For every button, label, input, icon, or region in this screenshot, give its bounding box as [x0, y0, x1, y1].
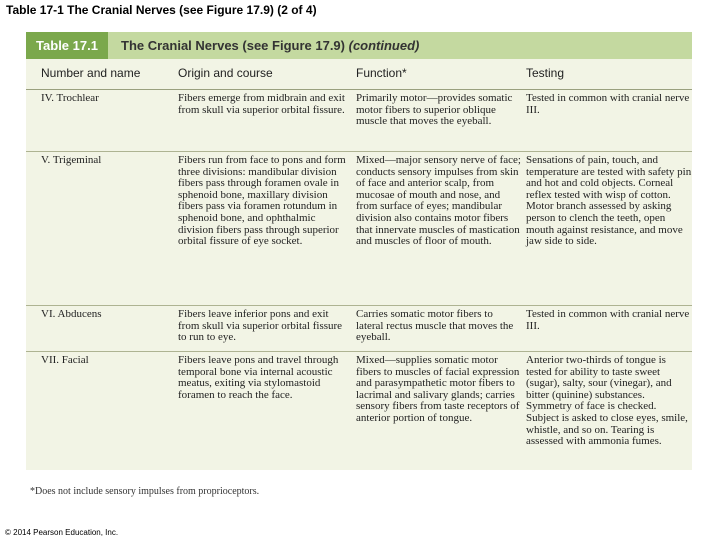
nerve-origin: Fibers leave inferior pons and exit from…: [178, 308, 343, 344]
table-number-label: Table 17.1: [26, 32, 108, 59]
nerve-testing: Anterior two-thirds of tongue is tested …: [526, 354, 688, 448]
nerve-name: VII. Facial: [41, 354, 89, 366]
nerve-testing: Tested in common with cranial nerve III.: [526, 92, 690, 116]
nerve-name: IV. Trochlear: [41, 92, 99, 104]
copyright-notice: © 2014 Pearson Education, Inc.: [5, 528, 119, 537]
column-header-row: Number and name Origin and course Functi…: [26, 59, 692, 90]
nerve-function: Mixed—supplies somatic motor fibers to m…: [356, 354, 520, 424]
column-header-origin-course: Origin and course: [178, 66, 273, 80]
column-header-testing: Testing: [526, 66, 565, 80]
table-heading-text: The Cranial Nerves (see Figure 17.9): [121, 38, 345, 53]
table-row-facial: VII. Facial Fibers leave pons and travel…: [26, 351, 692, 467]
column-header-number-name: Number and name: [41, 66, 141, 80]
nerve-name: V. Trigeminal: [41, 154, 102, 166]
table-header-band: Table 17.1 The Cranial Nerves (see Figur…: [26, 32, 692, 59]
table-heading: The Cranial Nerves (see Figure 17.9) (co…: [121, 32, 419, 59]
cranial-nerves-table: Table 17.1 The Cranial Nerves (see Figur…: [26, 32, 692, 470]
nerve-origin: Fibers emerge from midbrain and exit fro…: [178, 92, 345, 116]
nerve-origin: Fibers run from face to pons and form th…: [178, 154, 346, 248]
slide-title: Table 17-1 The Cranial Nerves (see Figur…: [6, 3, 317, 17]
nerve-function: Carries somatic motor fibers to lateral …: [356, 308, 514, 344]
column-header-function: Function*: [356, 66, 407, 80]
nerve-function: Mixed—major sensory nerve of face; condu…: [356, 154, 521, 248]
table-footnote: *Does not include sensory impulses from …: [30, 486, 260, 497]
nerve-origin: Fibers leave pons and travel through tem…: [178, 354, 339, 401]
table-row-trigeminal: V. Trigeminal Fibers run from face to po…: [26, 151, 692, 306]
nerve-testing: Tested in common with cranial nerve III.: [526, 308, 690, 332]
table-row-abducens: VI. Abducens Fibers leave inferior pons …: [26, 305, 692, 351]
nerve-name: VI. Abducens: [41, 308, 102, 320]
table-row-trochlear: IV. Trochlear Fibers emerge from midbrai…: [26, 90, 692, 155]
nerve-testing: Sensations of pain, touch, and temperatu…: [526, 154, 692, 248]
table-heading-continued: (continued): [348, 38, 420, 53]
nerve-function: Primarily motor—provides somatic motor f…: [356, 92, 513, 128]
